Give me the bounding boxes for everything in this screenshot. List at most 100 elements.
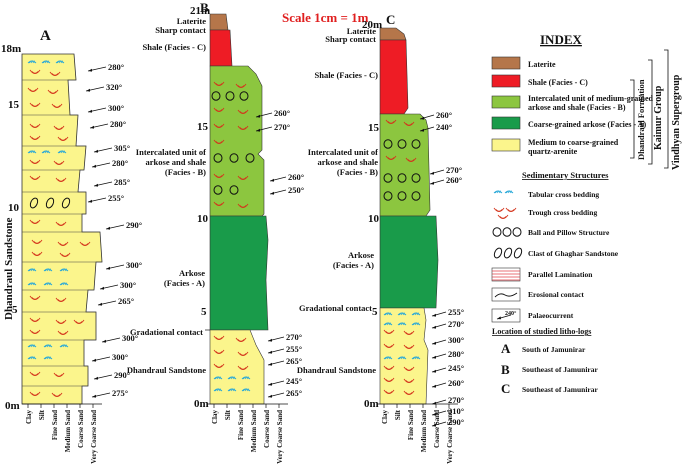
grain-size-label: Clay	[211, 410, 219, 425]
log-b-label-arkose2: (Facies - A)	[164, 278, 205, 288]
log-b-tick: 15	[197, 121, 209, 133]
paleocurrent-arrowhead	[98, 302, 102, 306]
paleocurrent-value: 270°	[274, 122, 290, 132]
log-c-label-arkose2: (Facies - A)	[333, 260, 374, 270]
paleocurrent-value: 260°	[436, 110, 452, 120]
log-b-laterite	[209, 13, 229, 31]
index-structure-parallel: Parallel Lamination	[528, 270, 593, 279]
paleocurrent-value: 290°	[114, 370, 130, 380]
paleocurrent-value: 265°	[118, 296, 134, 306]
paleocurrent-value: 260°	[446, 175, 462, 185]
grain-size-label: Fine Sand	[237, 410, 245, 440]
log-a-tick: 0m	[5, 400, 20, 412]
paleocurrent-arrowhead	[268, 362, 272, 366]
index-item-shale: Shale (Facies - C)	[528, 78, 588, 87]
paleocurrent-value: 265°	[286, 356, 302, 366]
index-title: INDEX	[540, 32, 583, 47]
log-c-sandstone	[379, 307, 429, 405]
log-b-grain-axis: Clay Silt Fine Sand Medium Sand Coarse Sand V…	[208, 403, 288, 464]
log-c-label-inter3: (Facies - B)	[337, 167, 378, 177]
log-a-grain-axis: Clay Silt Fine Sand Medium Sand Coarse Sand V…	[22, 403, 102, 464]
log-a-top-label: 18m	[1, 43, 21, 55]
paleocurrent-value: 260°	[448, 378, 464, 388]
paleocurrent-value: 300°	[122, 333, 138, 343]
log-b-label-laterite: Laterite	[177, 16, 206, 26]
paleocurrent-value: 280°	[448, 349, 464, 359]
paleocurrent-arrowhead	[432, 313, 436, 317]
paleocurrent-value: 245°	[448, 363, 464, 373]
log-b-label-sharp: Sharp contact	[155, 25, 206, 35]
log-c-label-sandstone: Dhandraul Sandstone	[297, 365, 376, 375]
log-a: A	[1, 28, 142, 464]
index-supergroup: Vindhyan Supergroup	[671, 74, 682, 170]
paleocurrent-value: 270°	[446, 165, 462, 175]
paleocurrent-arrowhead	[86, 88, 90, 92]
log-c-label-inter1: Intercalated unit of	[308, 147, 378, 157]
grain-size-label: Clay	[25, 410, 33, 425]
log-b-tick: 0m	[194, 398, 209, 410]
paleocurrent-arrowhead	[268, 394, 272, 398]
log-c-top-label: 20m	[362, 19, 382, 31]
grain-size-label: Fine Sand	[51, 410, 59, 440]
grain-size-label: Coarse Sand	[263, 410, 271, 448]
log-c-tick: 5	[372, 306, 378, 318]
log-a-depth-axis: 18m 15 10 5 0m Dhandraul Sandstone	[1, 43, 21, 412]
log-a-tick: 5	[12, 304, 18, 316]
log-a-paleocurrents: 280° 320° 300° 280° 305° 280° 285° 255° 290° 300°…	[85, 62, 142, 398]
grain-size-label: Medium Sand	[420, 410, 428, 452]
grain-size-label: Clay	[381, 410, 389, 425]
paleocurrent-arrowhead	[100, 286, 104, 290]
log-a-tick: 10	[8, 202, 20, 214]
swatch-sandstone	[491, 138, 521, 152]
paleocurrent-value: 270°	[448, 319, 464, 329]
log-b-label-inter2: arkose and shale	[146, 157, 207, 167]
log-a-title: A	[40, 28, 51, 44]
paleocurrent-arrowhead	[430, 171, 434, 175]
paleocurrent-value: 245°	[286, 376, 302, 386]
paleocurrent-value: 300°	[112, 352, 128, 362]
paleocurrent-arrowhead	[94, 376, 98, 380]
swatch-intercalated	[491, 95, 521, 109]
grain-size-label: Silt	[394, 409, 402, 420]
index-locations-title: Location of studied litho-logs	[492, 327, 591, 336]
log-b-label-arkose1: Arkose	[179, 268, 205, 278]
log-b-depth-axis: 21m 15 10 5 0m	[190, 5, 210, 410]
paleocurrent-arrowhead	[430, 181, 434, 185]
paleocurrent-arrowhead	[432, 412, 436, 416]
grain-size-label: Coarse Sand	[433, 410, 441, 448]
log-b-label-sandstone: Dhandraul Sandstone	[127, 365, 206, 375]
tabular-cross-bedding-icon	[493, 190, 514, 194]
paleocurrent-value: 300°	[120, 280, 136, 290]
scale-label: Scale 1cm = 1m	[282, 10, 369, 25]
log-b-tick: 10	[197, 213, 209, 225]
grain-size-label: Fine Sand	[407, 410, 415, 440]
grain-size-label: Very Coarse Sand	[276, 410, 284, 464]
paleocurrent-value: 280°	[108, 62, 124, 72]
palaeocurrent-icon: 240°	[491, 308, 521, 323]
log-c-label-gradational: Gradational contact	[299, 303, 372, 313]
log-b-intercalated	[209, 65, 265, 217]
index-item-laterite: Laterite	[528, 60, 556, 69]
location-b-letter: B	[501, 362, 510, 377]
log-b-shale	[209, 29, 233, 67]
paleocurrent-arrowhead	[432, 325, 436, 329]
log-c: C 20m 15 10 5 0m Lateri	[297, 12, 464, 464]
clast-icon	[492, 246, 524, 260]
log-c-label-sharp: Sharp contact	[325, 34, 376, 44]
paleocurrent-arrowhead	[94, 183, 98, 187]
log-b-top-label: 21m	[190, 5, 210, 17]
paleocurrent-value: 300°	[126, 260, 142, 270]
erosional-contact-icon	[491, 287, 521, 302]
index-structures-title: Sedimentary Structures	[522, 170, 609, 180]
index-structure-trough: Trough cross bedding	[528, 208, 597, 217]
paleocurrent-arrowhead	[92, 394, 96, 398]
paleocurrent-arrowhead	[92, 164, 96, 168]
location-a-text: South of Jamunirar	[522, 345, 586, 354]
log-c-tick: 15	[368, 122, 380, 134]
log-c-paleocurrents: 260°240°270°260°255°270°300°280°245°260°…	[419, 110, 464, 427]
paleocurrent-value: 290°	[448, 417, 464, 427]
paleocurrent-value: 280°	[110, 119, 126, 129]
log-b-paleocurrents: 260° 270° 260° 250° 270° 255° 265° 245° 265°	[255, 108, 304, 398]
paleocurrent-value: 265°	[286, 388, 302, 398]
log-b-label-inter1: Intercalated unit of	[136, 147, 206, 157]
